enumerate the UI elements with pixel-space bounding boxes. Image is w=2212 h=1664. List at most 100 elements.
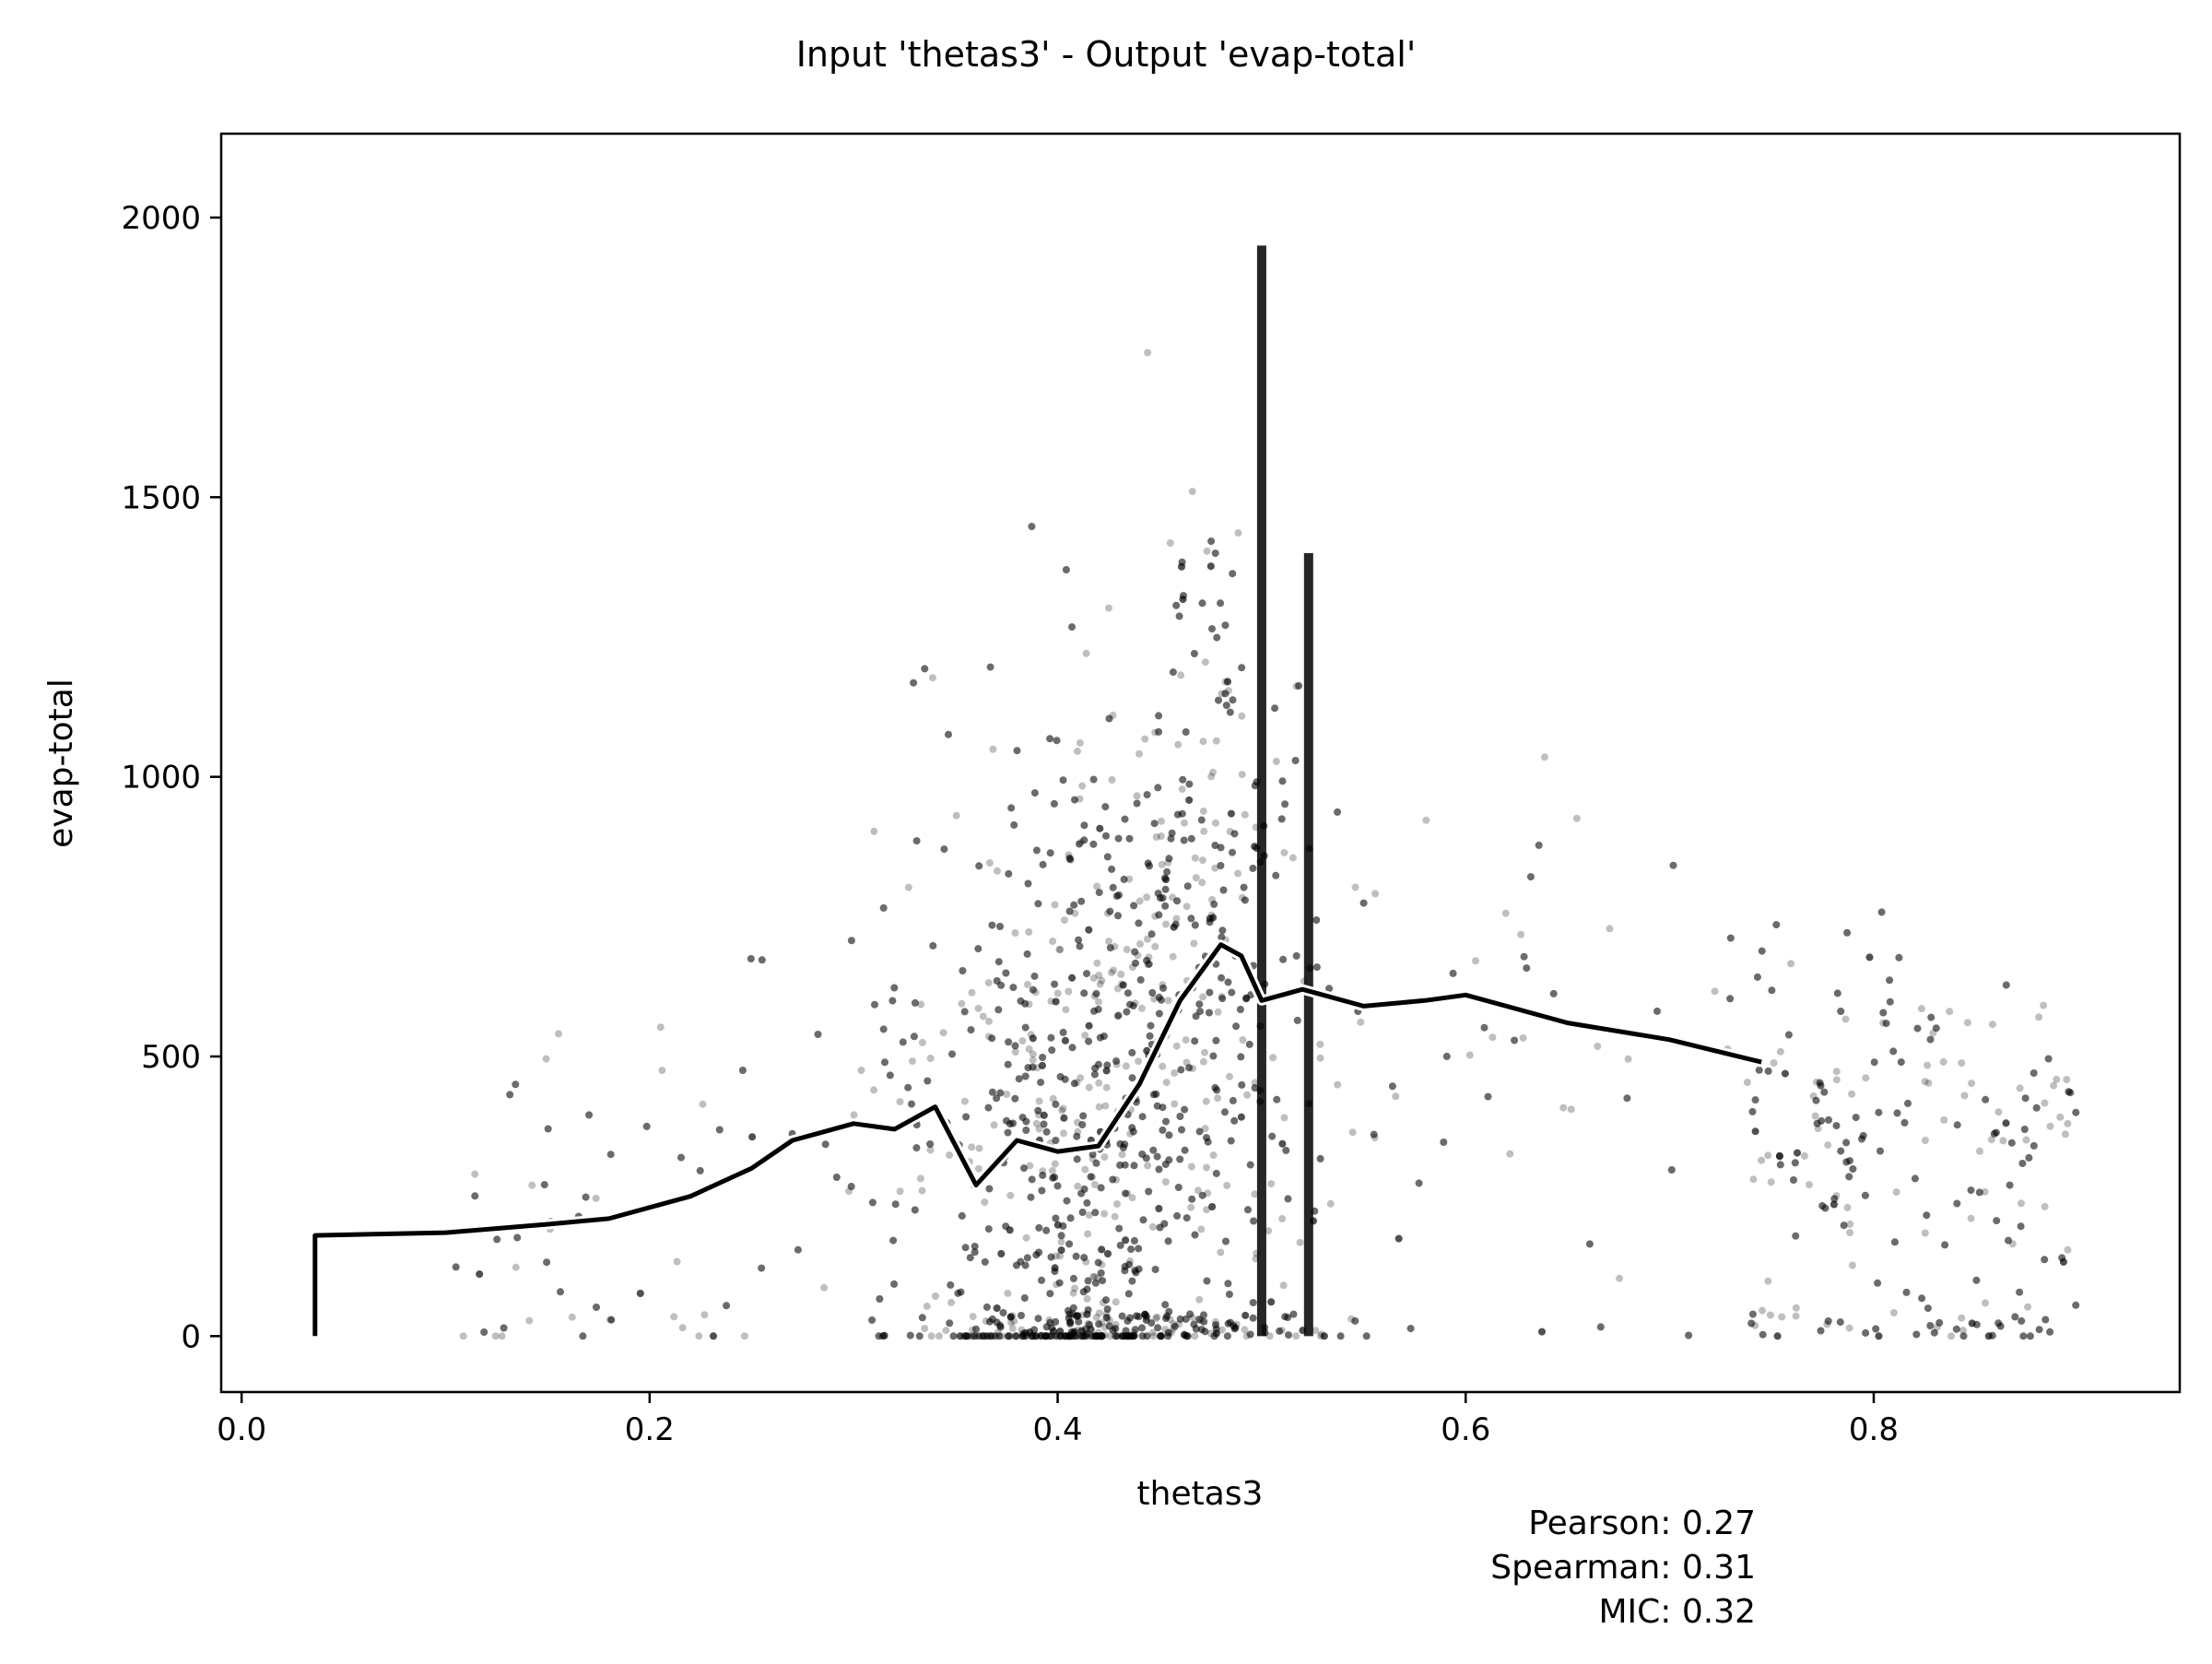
scatter-point <box>1056 1073 1065 1080</box>
scatter-point <box>1182 903 1191 911</box>
scatter-point <box>1336 1332 1345 1340</box>
scatter-point <box>2032 1103 2041 1112</box>
scatter-point <box>1078 1332 1087 1340</box>
scatter-point <box>1164 997 1172 1005</box>
scatter-point <box>1212 1325 1220 1333</box>
scatter-point <box>1074 1332 1082 1340</box>
scatter-point <box>1100 1331 1109 1339</box>
scatter-point <box>1038 1276 1045 1284</box>
scatter-point <box>1081 1325 1089 1333</box>
scatter-point <box>1814 1125 1822 1133</box>
scatter-point <box>1080 836 1088 844</box>
scatter-point <box>1155 712 1163 720</box>
scatter-point <box>1183 882 1192 891</box>
scatter-point <box>2017 1222 2025 1231</box>
scatter-point <box>1890 1238 1899 1246</box>
scatter-point <box>1156 1223 1164 1232</box>
scatter-point <box>1165 1131 1173 1139</box>
scatter-point <box>1066 1318 1075 1326</box>
scatter-point <box>1056 1332 1065 1340</box>
scatter-point <box>1941 1241 1949 1249</box>
scatter-point <box>1074 1312 1082 1320</box>
scatter-point <box>1077 1189 1086 1198</box>
scatter-point <box>1157 996 1165 1004</box>
scatter-point <box>1155 712 1163 720</box>
scatter-point <box>1178 562 1185 571</box>
scatter-point <box>1911 1174 1919 1183</box>
scatter-point <box>1133 792 1141 800</box>
scatter-point <box>1833 989 1841 997</box>
scatter-point <box>1465 1051 1474 1059</box>
scatter-point <box>1996 1322 2005 1330</box>
scatter-point <box>1882 1020 1890 1028</box>
scatter-point <box>1862 1328 1870 1337</box>
scatter-point <box>1065 907 1074 915</box>
scatter-point <box>1228 988 1236 997</box>
scatter-point <box>879 1025 888 1033</box>
scatter-point <box>1050 1328 1057 1336</box>
scatter-point <box>1090 1007 1098 1015</box>
scatter-point <box>1053 1332 1060 1340</box>
scatter-point <box>1362 1332 1371 1340</box>
scatter-point <box>2066 1089 2075 1097</box>
scatter-point <box>1296 1238 1304 1246</box>
scatter-point <box>1133 799 1141 808</box>
scatter-point <box>1181 1105 1189 1114</box>
scatter-point <box>1748 1107 1757 1115</box>
scatter-point <box>923 1302 931 1310</box>
scatter-point <box>593 1304 600 1311</box>
scatter-point <box>1132 1269 1140 1277</box>
scatter-point <box>1141 1310 1149 1318</box>
scatter-point <box>1131 1326 1139 1334</box>
scatter-point <box>1211 1083 1219 1092</box>
scatter-point <box>1080 989 1088 997</box>
scatter-point <box>2016 1288 2024 1296</box>
scatter-point <box>1004 1289 1012 1297</box>
scatter-point <box>1209 768 1217 776</box>
scatter-point <box>1127 1332 1135 1340</box>
scatter-point <box>1440 1139 1448 1146</box>
scatter-point <box>1146 862 1153 870</box>
scatter-point <box>1018 1312 1025 1319</box>
scatter-point <box>1083 970 1090 978</box>
scatter-point <box>1667 1166 1676 1174</box>
scatter-point <box>1006 1226 1014 1234</box>
scatter-point <box>888 997 897 1005</box>
scatter-point <box>1034 900 1042 908</box>
scatter-point <box>1155 1009 1163 1018</box>
scatter-point <box>1833 989 1841 997</box>
scatter-point <box>1077 1327 1086 1335</box>
scatter-point <box>1128 1277 1136 1285</box>
scatter-point <box>1148 1328 1157 1337</box>
scatter-point <box>1004 1332 1012 1340</box>
scatter-point <box>758 956 766 964</box>
scatter-point <box>1249 1299 1257 1306</box>
scatter-point <box>1406 1325 1415 1333</box>
scatter-point <box>1207 911 1216 919</box>
scatter-point <box>1874 1279 1882 1287</box>
scatter-point <box>1178 562 1185 571</box>
scatter-point <box>1083 1310 1091 1318</box>
scatter-point <box>1449 969 1457 977</box>
scatter-point <box>1030 1326 1039 1334</box>
scatter-point <box>967 1026 975 1034</box>
scatter-point <box>1968 1319 1976 1328</box>
scatter-point <box>1065 1332 1074 1340</box>
scatter-point <box>2017 1222 2025 1231</box>
scatter-point <box>1077 897 1086 905</box>
scatter-point <box>1065 1332 1074 1340</box>
scatter-point <box>1511 1036 1519 1044</box>
scatter-point <box>1210 900 1218 908</box>
scatter-point <box>1394 1234 1403 1243</box>
scatter-point <box>1197 1326 1206 1334</box>
scatter-point <box>1217 599 1225 608</box>
scatter-point <box>1159 1126 1167 1134</box>
scatter-point <box>1162 876 1170 884</box>
scatter-point <box>1865 953 1874 962</box>
scatter-point <box>1840 1221 1848 1230</box>
scatter-point <box>2030 1141 2038 1150</box>
scatter-point <box>1170 1320 1178 1328</box>
scatter-point <box>1090 1332 1099 1340</box>
scatter-point <box>878 1332 887 1340</box>
scatter-point <box>1139 1216 1147 1224</box>
